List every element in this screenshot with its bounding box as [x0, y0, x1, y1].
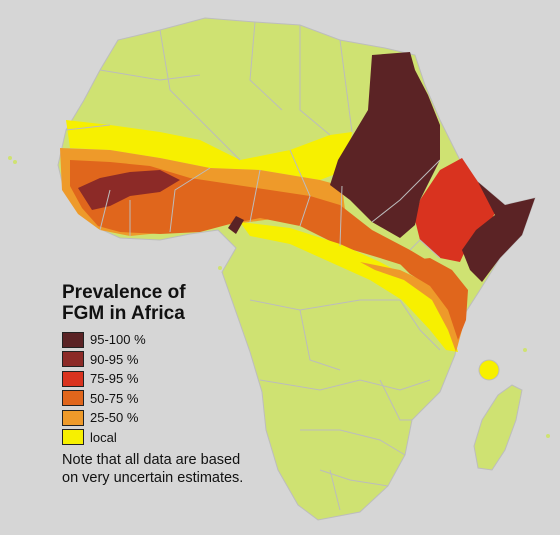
cape-verde-island-2 [13, 160, 17, 164]
legend-swatch [62, 429, 84, 446]
uncertainty-note: Note that all data are based on very unc… [62, 452, 244, 486]
legend-label: 95-100 % [90, 332, 146, 348]
legend-item-50-75: 50-75 % [62, 389, 282, 409]
mauritius-island [546, 434, 550, 438]
legend-title-line2: FGM in Africa [62, 303, 185, 324]
comoros-local-marker [478, 359, 500, 381]
madagascar-island [473, 384, 523, 471]
legend-label: 75-95 % [90, 371, 139, 387]
legend-item-25-50: 25-50 % [62, 408, 282, 428]
legend-label: 90-95 % [90, 351, 139, 367]
legend-swatch [62, 331, 84, 348]
country-borders [65, 21, 441, 511]
band-50-75-east [398, 258, 468, 340]
legend-title: Prevalence of FGM in Africa [62, 282, 282, 324]
legend-item-75-95: 75-95 % [62, 369, 282, 389]
seychelles-island [523, 348, 527, 352]
legend-swatch [62, 370, 84, 387]
legend-label: 50-75 % [90, 390, 139, 406]
legend-swatch [62, 390, 84, 407]
legend-item-95-100: 95-100 % [62, 330, 282, 350]
band-95-100-west-spot [228, 216, 244, 234]
band-95-100-egypt-sudan [330, 52, 440, 238]
legend-item-local: local [62, 428, 282, 448]
legend-title-line1: Prevalence of [62, 282, 186, 303]
legend-swatch [62, 409, 84, 426]
band-90-95-west [78, 170, 180, 210]
band-25-50-east [360, 262, 462, 352]
cape-verde-island [8, 156, 12, 160]
legend: Prevalence of FGM in Africa 95-100 % 90-… [62, 282, 282, 487]
sao-tome-island [218, 266, 222, 270]
legend-item-90-95: 90-95 % [62, 350, 282, 370]
legend-swatch [62, 351, 84, 368]
legend-label: 25-50 % [90, 410, 139, 426]
band-95-100-somalia [462, 182, 535, 282]
band-75-95-horn [415, 158, 500, 262]
band-local-sahel [66, 120, 352, 180]
legend-label: local [90, 429, 117, 445]
